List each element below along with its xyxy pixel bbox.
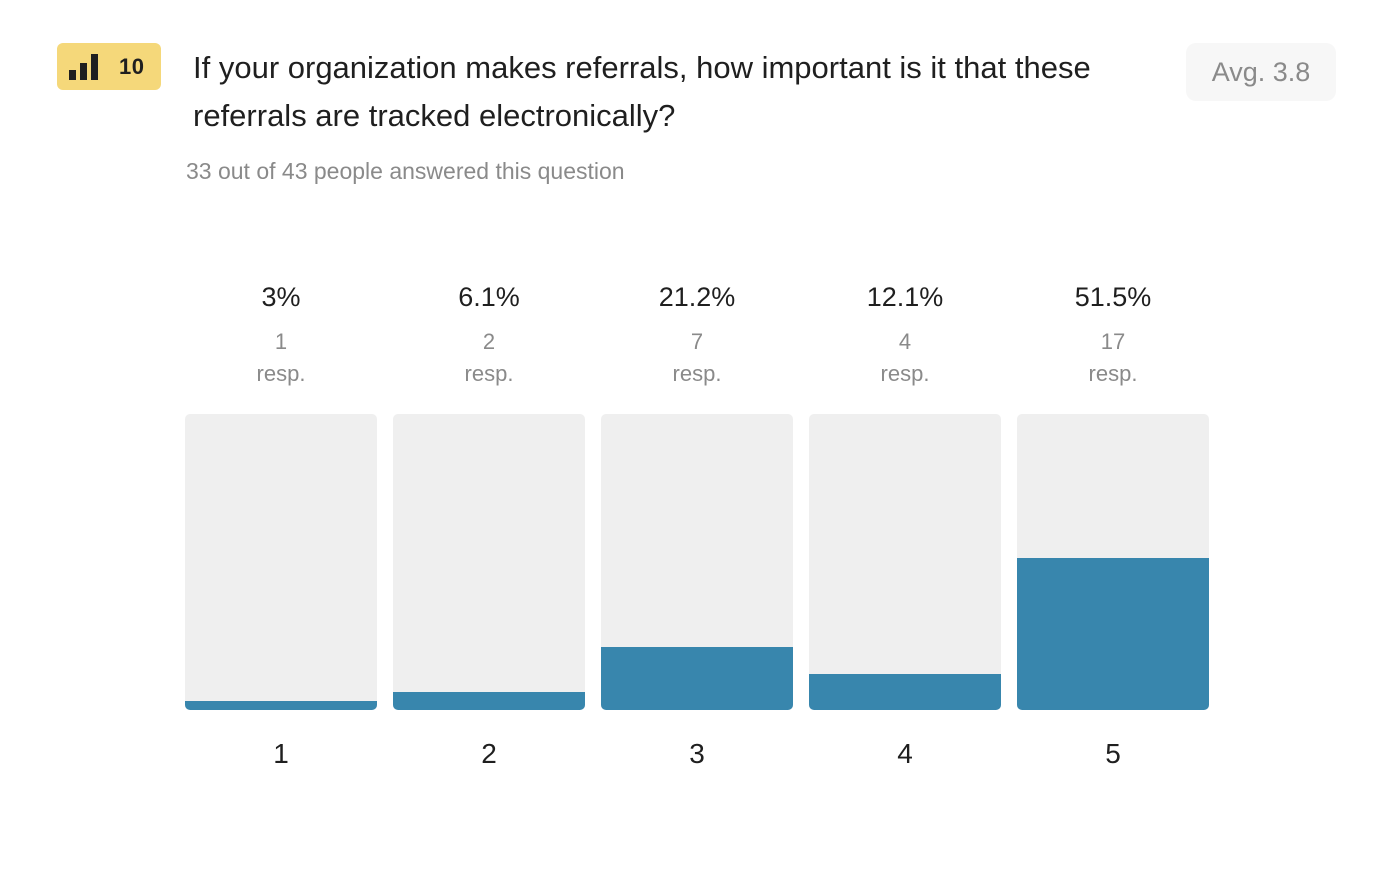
bar-fill: [1017, 558, 1209, 710]
bar-response-unit: resp.: [672, 361, 722, 386]
answered-count: 33 out of 43 people answered this questi…: [186, 158, 625, 184]
bar-response-count: 7: [690, 329, 704, 354]
question-title: If your organization makes referrals, ho…: [193, 50, 1091, 133]
bar-response-count: 4: [898, 329, 912, 354]
bar-column: 21.2% 7 resp. 3: [601, 0, 793, 876]
bar-response-unit: resp.: [880, 361, 930, 386]
bar-percent-label: 3%: [261, 282, 301, 312]
question-number: 10: [119, 53, 145, 79]
bar-percent-label: 21.2%: [658, 282, 736, 312]
bar-fill: [809, 674, 1001, 710]
average-badge: Avg. 3.8: [1186, 43, 1336, 101]
bar-fill: [601, 647, 793, 710]
bar-column: 51.5% 17 resp. 5: [1017, 0, 1209, 876]
bar-category-label: 2: [481, 738, 497, 769]
bar-track: [185, 414, 377, 710]
bar-track: [1017, 414, 1209, 710]
bar-column: 12.1% 4 resp. 4: [809, 0, 1001, 876]
bar-response-count: 1: [274, 329, 288, 354]
bar-fill: [393, 692, 585, 710]
bar-percent-label: 51.5%: [1074, 282, 1152, 312]
bar-category-label: 3: [689, 738, 705, 769]
bar-column: 6.1% 2 resp. 2: [393, 0, 585, 876]
bar-fill: [185, 701, 377, 710]
bar-category-label: 1: [273, 738, 289, 769]
bar-response-count: 2: [482, 329, 496, 354]
bar-response-unit: resp.: [464, 361, 514, 386]
bar-percent-label: 12.1%: [866, 282, 944, 312]
bar-category-label: 4: [897, 738, 913, 769]
question-number-badge: 10: [57, 43, 161, 90]
bar-column: 3% 1 resp. 1: [185, 0, 377, 876]
bar-track: [601, 414, 793, 710]
bar-track: [809, 414, 1001, 710]
bar-track: [393, 414, 585, 710]
bar-chart-icon: [69, 53, 99, 80]
bar-category-label: 5: [1105, 738, 1121, 769]
bar-response-count: 17: [1100, 329, 1126, 354]
bar-response-unit: resp.: [1088, 361, 1138, 386]
bar-response-unit: resp.: [256, 361, 306, 386]
bar-percent-label: 6.1%: [458, 282, 520, 312]
